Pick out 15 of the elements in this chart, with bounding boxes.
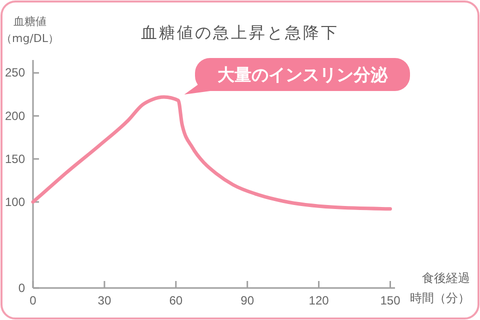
x-axis-title: 食後経過時間（分）: [410, 271, 470, 305]
y-tick-label: 150: [4, 152, 26, 166]
x-tick-label: 0: [30, 294, 37, 308]
y-tick-label: 200: [4, 108, 26, 123]
y-tick-label: 0: [18, 280, 26, 295]
x-tick-label: 120: [308, 294, 330, 308]
y-tick-label: 250: [4, 66, 26, 80]
x-tick-label: 30: [98, 294, 112, 308]
y-tick-label: 100: [4, 194, 26, 209]
x-tick-label: 60: [169, 294, 183, 308]
x-tick-label: 90: [240, 294, 254, 308]
chart-title: 血糖値の急上昇と急降下: [141, 23, 339, 42]
annotation: 大量のインスリン分泌: [218, 66, 388, 86]
y-axis-title: 血糖値（mg/DL）: [0, 15, 60, 45]
x-tick-label: 150: [380, 294, 401, 308]
